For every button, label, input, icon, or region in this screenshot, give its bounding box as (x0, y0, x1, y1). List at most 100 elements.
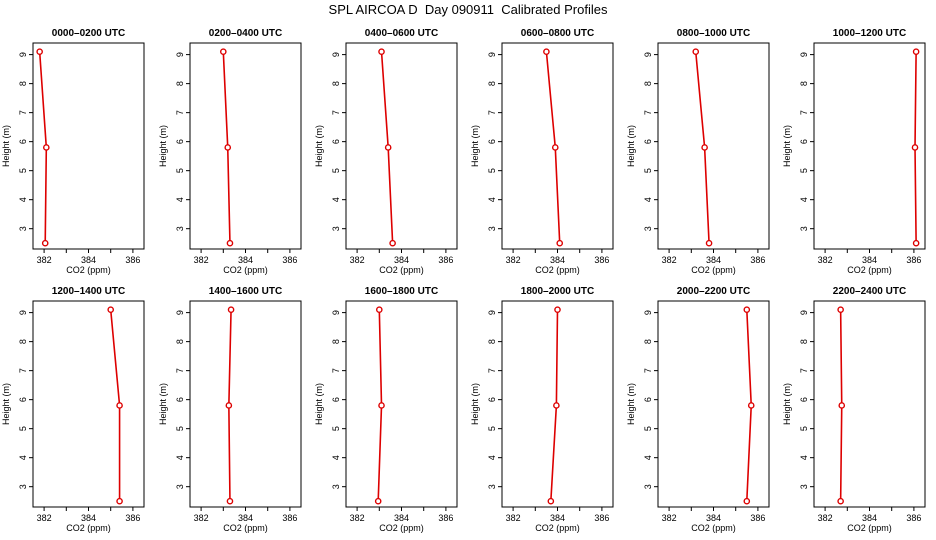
x-tick-label: 384 (394, 255, 409, 265)
x-axis-label: CO2 (ppm) (379, 523, 424, 533)
y-tick-label: 8 (487, 81, 497, 86)
x-axis-label: CO2 (ppm) (379, 265, 424, 275)
y-tick-label: 3 (175, 226, 185, 231)
x-tick-label: 382 (350, 255, 365, 265)
y-tick-label: 7 (799, 110, 809, 115)
y-tick-label: 5 (175, 168, 185, 173)
profile-point (705, 239, 713, 247)
profile-point (701, 144, 708, 151)
y-tick-label: 7 (331, 368, 341, 373)
y-tick-label: 9 (175, 52, 185, 57)
y-tick-label: 4 (799, 197, 809, 202)
panel-title: 0200–0400 UTC (209, 28, 282, 39)
profile-point (43, 144, 50, 151)
plot-frame (32, 42, 145, 250)
x-tick-label: 384 (394, 513, 409, 523)
page-title: SPL AIRCOA D Day 090911 Calibrated Profi… (328, 2, 608, 17)
y-tick-label: 9 (487, 310, 497, 315)
x-tick-label: 382 (194, 513, 209, 523)
profile-point (389, 239, 396, 247)
y-tick-label: 9 (799, 310, 809, 315)
y-axis-label: Height (m) (158, 383, 168, 425)
y-tick-label: 4 (487, 197, 497, 202)
x-tick-label: 386 (594, 513, 609, 523)
y-tick-label: 7 (18, 110, 28, 115)
panel-title: 0600–0800 UTC (521, 28, 594, 39)
y-tick-label: 4 (487, 455, 497, 460)
x-tick-label: 382 (662, 513, 677, 523)
panel-title: 1000–1200 UTC (833, 28, 906, 39)
y-tick-label: 6 (799, 139, 809, 144)
profile-point (692, 48, 700, 56)
y-tick-label: 6 (331, 397, 341, 402)
panel-title: 2000–2200 UTC (677, 286, 750, 297)
y-tick-label: 5 (18, 426, 28, 431)
plot-frame (345, 300, 458, 508)
y-tick-label: 7 (643, 110, 653, 115)
y-tick-label: 8 (331, 81, 341, 86)
profile-point (912, 48, 920, 56)
profile-point (224, 144, 232, 151)
x-tick-label: 384 (862, 513, 877, 523)
y-tick-label: 7 (487, 110, 497, 115)
profile-point (743, 497, 751, 505)
y-tick-label: 6 (175, 397, 185, 402)
y-tick-label: 6 (18, 139, 28, 144)
x-tick-label: 384 (706, 513, 721, 523)
profile-point (743, 306, 751, 314)
profile-point (747, 402, 755, 409)
y-tick-label: 7 (175, 368, 185, 373)
y-tick-label: 7 (799, 368, 809, 373)
x-axis-label: CO2 (ppm) (223, 523, 268, 533)
x-tick-label: 386 (906, 513, 921, 523)
y-tick-label: 6 (643, 397, 653, 402)
plot-frame (189, 300, 302, 508)
y-tick-label: 3 (18, 226, 28, 231)
profile-point (384, 144, 392, 151)
x-axis-label: CO2 (ppm) (691, 523, 736, 533)
x-tick-label: 382 (662, 255, 677, 265)
y-axis-label: Height (m) (626, 125, 636, 167)
y-tick-label: 9 (643, 310, 653, 315)
y-tick-label: 5 (643, 426, 653, 431)
x-tick-label: 386 (438, 255, 453, 265)
plot-frame (813, 300, 926, 508)
x-axis-label: CO2 (ppm) (847, 523, 892, 533)
y-tick-label: 5 (487, 168, 497, 173)
y-tick-label: 5 (799, 168, 809, 173)
y-axis-label: Height (m) (626, 383, 636, 425)
panel-title: 1600–1800 UTC (365, 286, 438, 297)
y-tick-label: 7 (175, 110, 185, 115)
profile-point (556, 239, 564, 247)
profile-point (41, 239, 49, 247)
profile-point (219, 48, 227, 56)
profile-point (378, 48, 385, 56)
x-tick-label: 386 (906, 255, 921, 265)
x-tick-label: 382 (506, 513, 521, 523)
x-tick-label: 382 (350, 513, 365, 523)
y-tick-label: 3 (175, 484, 185, 489)
y-tick-label: 5 (175, 426, 185, 431)
x-axis-label: CO2 (ppm) (847, 265, 892, 275)
y-tick-label: 8 (175, 339, 185, 344)
profile-point (553, 402, 560, 409)
x-tick-label: 382 (37, 513, 52, 523)
x-axis-label: CO2 (ppm) (223, 265, 268, 275)
y-tick-label: 5 (487, 426, 497, 431)
y-tick-label: 8 (18, 81, 28, 86)
y-tick-label: 5 (643, 168, 653, 173)
y-axis-label: Height (m) (314, 383, 324, 425)
y-tick-label: 3 (487, 226, 497, 231)
profile-point (837, 497, 844, 505)
x-tick-label: 382 (818, 255, 833, 265)
y-tick-label: 5 (18, 168, 28, 173)
y-tick-label: 4 (175, 197, 185, 202)
y-tick-label: 8 (799, 81, 809, 86)
y-tick-label: 9 (487, 52, 497, 57)
profile-point (375, 306, 383, 314)
y-tick-label: 6 (487, 139, 497, 144)
x-axis-label: CO2 (ppm) (66, 265, 111, 275)
y-tick-label: 8 (487, 339, 497, 344)
plot-frame (657, 42, 770, 250)
